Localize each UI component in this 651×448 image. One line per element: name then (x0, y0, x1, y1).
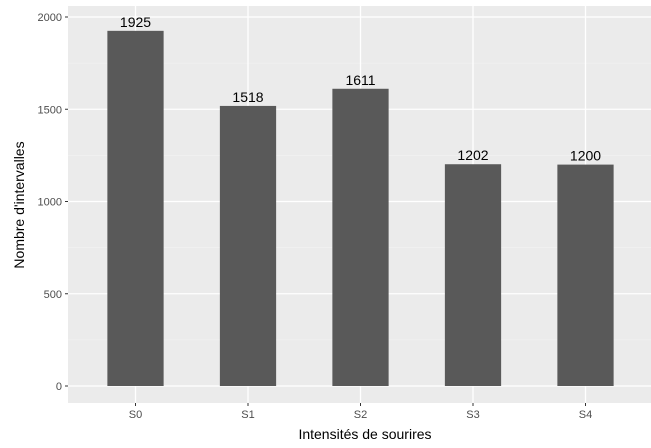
data-label: 1200 (570, 148, 601, 164)
y-tick-label: 500 (44, 289, 62, 301)
y-tick-label: 2000 (38, 12, 62, 24)
y-tick-label: 1000 (38, 197, 62, 209)
y-axis-title: Nombre d'intervalles (11, 141, 27, 268)
bar-s2 (332, 89, 388, 386)
x-axis: S0 S1 S2 S3 S4 (129, 403, 592, 421)
y-tick-label: 1500 (38, 104, 62, 116)
y-axis: 0 500 1000 1500 2000 (38, 12, 68, 393)
bar-s4 (557, 165, 613, 386)
x-tick-label: S1 (241, 409, 254, 421)
x-tick-label: S2 (354, 409, 367, 421)
y-tick-label: 0 (56, 381, 62, 393)
x-tick-label: S0 (129, 409, 142, 421)
data-label: 1925 (120, 14, 151, 30)
bar-s1 (220, 106, 276, 386)
x-tick-label: S4 (579, 409, 592, 421)
data-label: 1202 (457, 147, 488, 163)
x-tick-label: S3 (466, 409, 479, 421)
bar-s0 (107, 31, 163, 386)
data-label: 1518 (232, 89, 263, 105)
bar-s3 (445, 164, 501, 386)
data-label: 1611 (345, 72, 375, 88)
x-axis-title: Intensités de sourires (298, 426, 431, 442)
